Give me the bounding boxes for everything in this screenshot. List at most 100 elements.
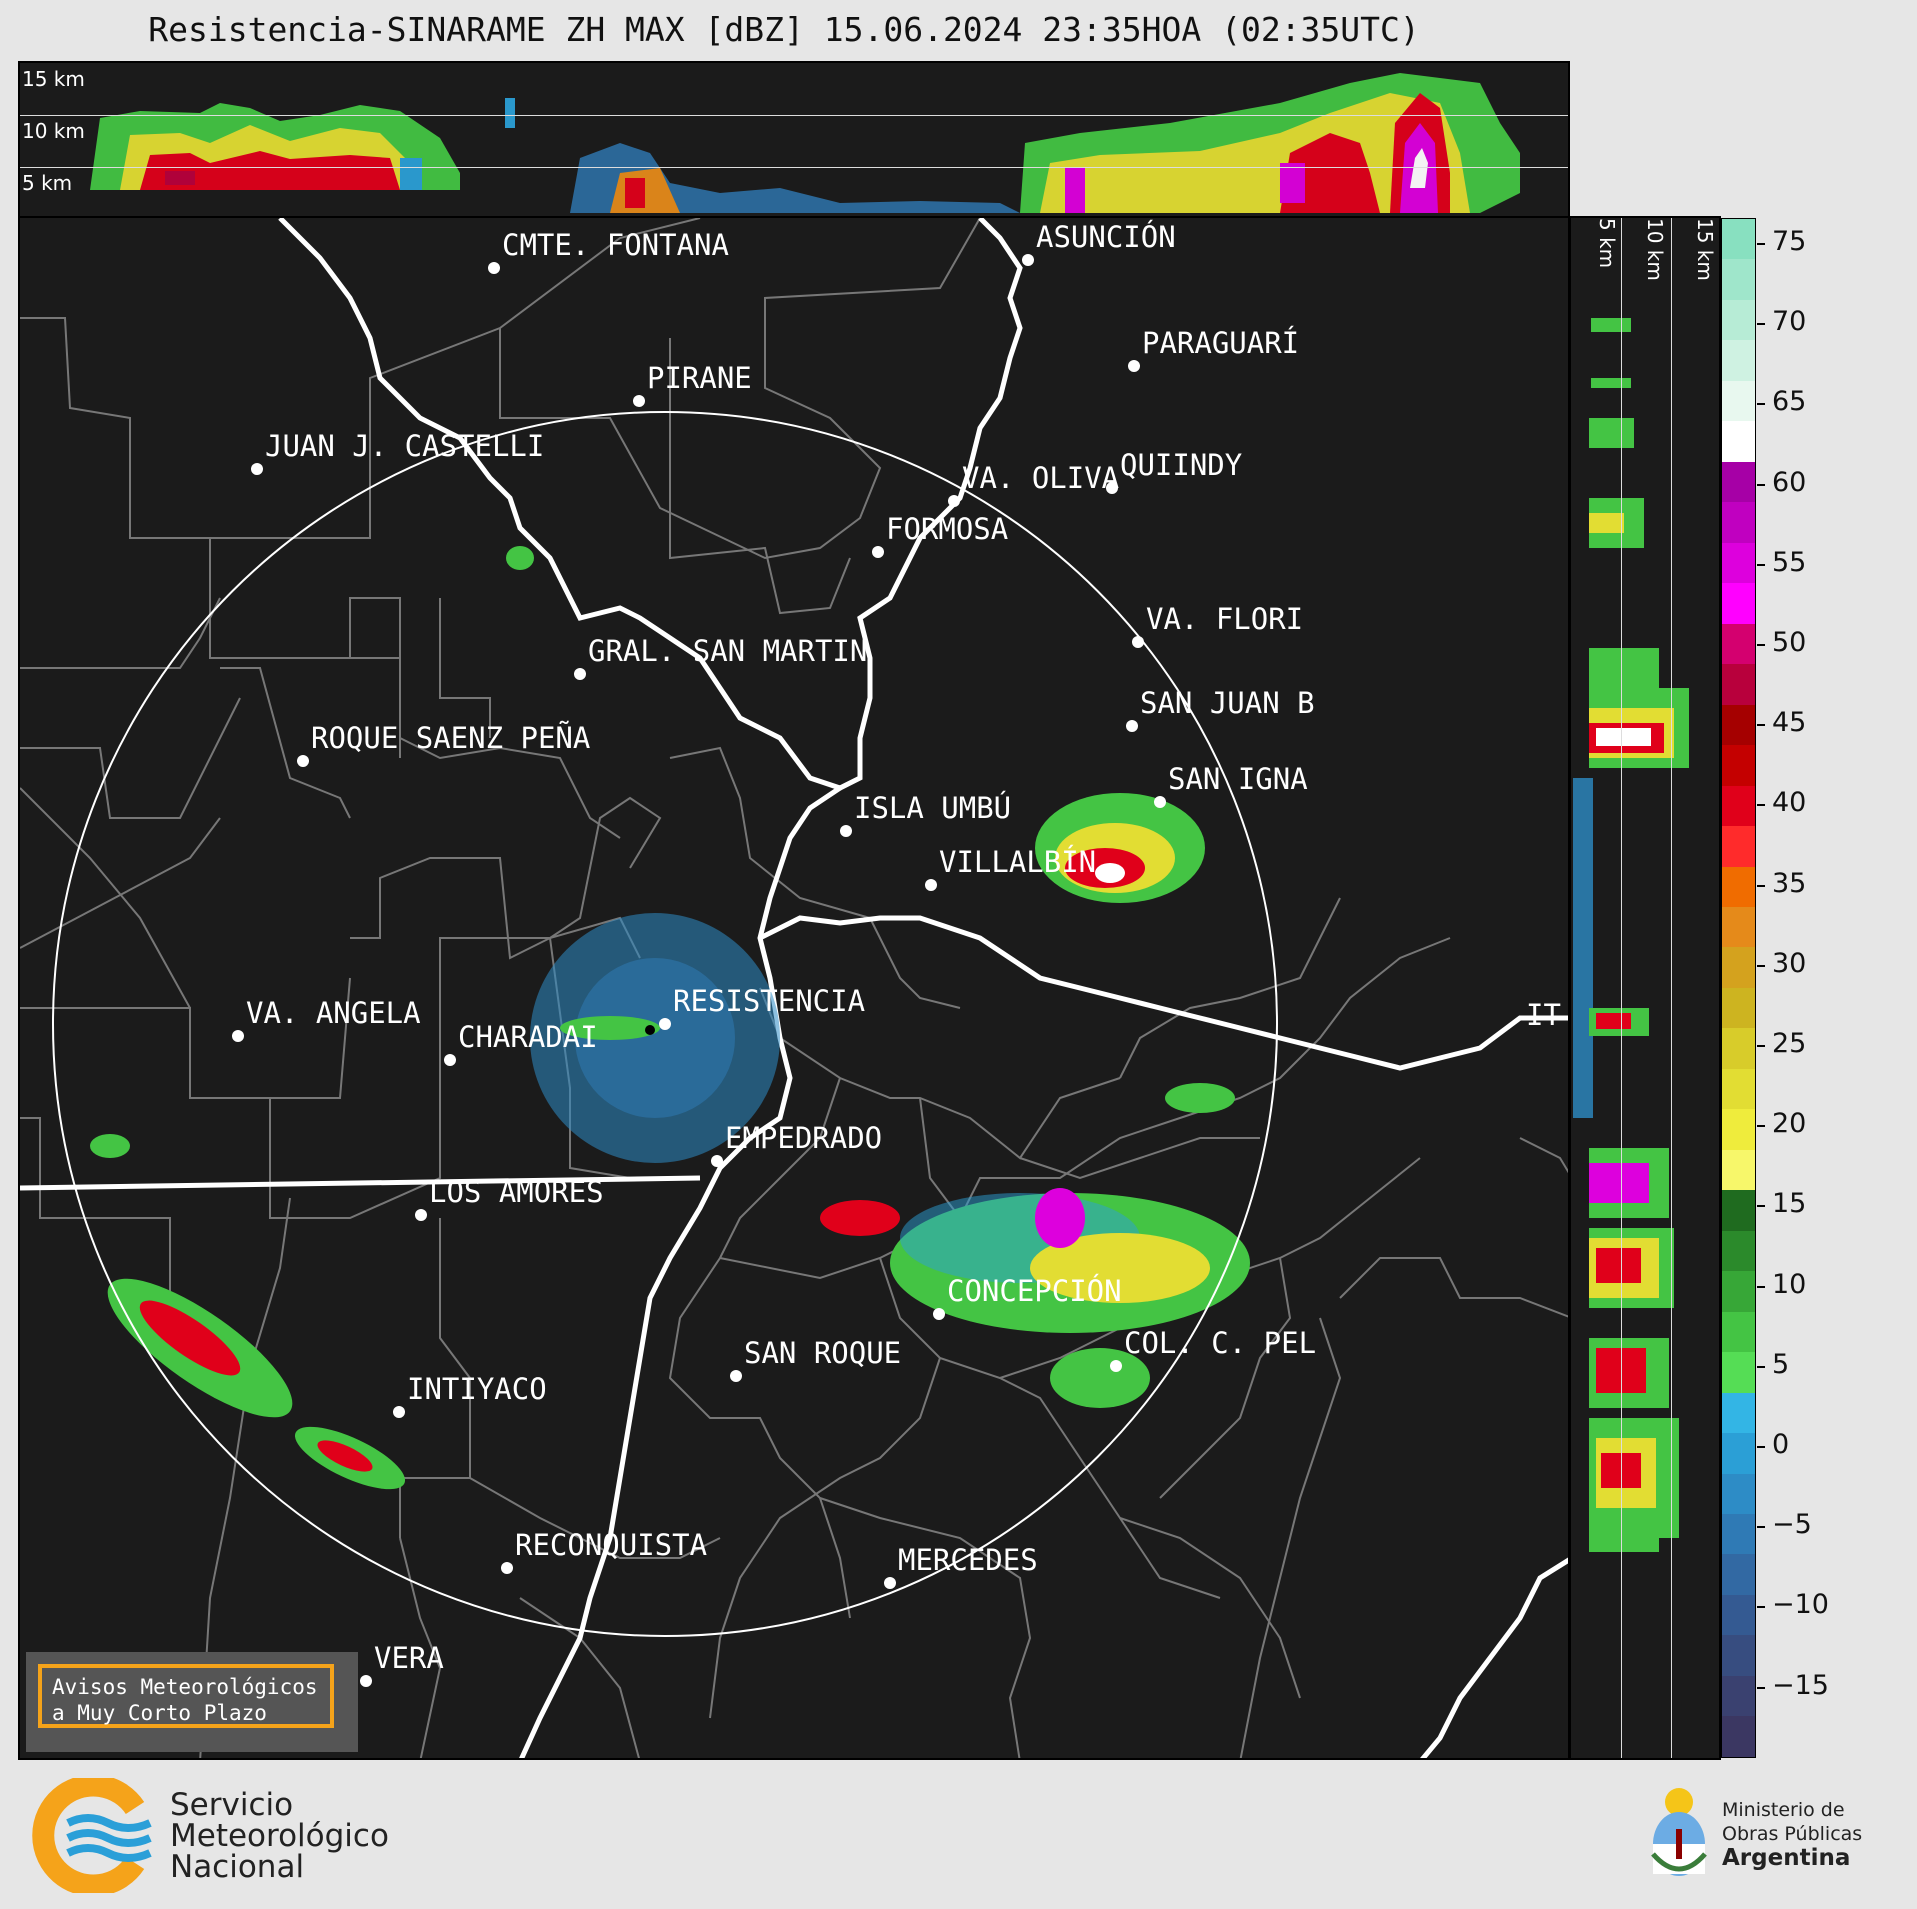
city-label: JUAN J. CASTELLI <box>265 429 545 463</box>
colorbar-segment <box>1722 583 1755 624</box>
city-label: ASUNCIÓN <box>1036 220 1176 254</box>
colorbar-tick-label: 50 <box>1772 627 1807 658</box>
colorbar-segment <box>1722 502 1755 543</box>
colorbar-tick <box>1757 563 1765 566</box>
colorbar-segment <box>1722 259 1755 300</box>
colorbar-segment <box>1722 1190 1755 1231</box>
colorbar-tick-label: 75 <box>1772 226 1807 257</box>
city-label: MERCEDES <box>898 1543 1038 1577</box>
height-line-10km <box>20 115 1568 116</box>
radar-map-panel: CMTE. FONTANA ASUNCIÓN PIRANE PARAGUARÍ … <box>18 216 1570 1760</box>
city-label: RECONQUISTA <box>515 1528 708 1562</box>
smn-logo-icon <box>32 1778 152 1893</box>
colorbar-tick <box>1757 884 1765 887</box>
colorbar-tick <box>1757 1686 1765 1689</box>
colorbar-segment <box>1722 299 1755 341</box>
colorbar-segment <box>1722 340 1755 381</box>
city-label: INTIYACO <box>407 1372 547 1406</box>
colorbar-segment <box>1722 1028 1755 1069</box>
colorbar-segment <box>1722 1068 1755 1110</box>
ministry-line-2: Obras Públicas <box>1722 1823 1863 1845</box>
profile-echoes-top <box>90 73 1520 213</box>
colorbar-tick-label: 30 <box>1772 947 1807 979</box>
height-label-5km: 5 km <box>22 171 73 195</box>
colorbar-tick <box>1757 1446 1765 1448</box>
smn-name: Servicio Meteorológico Nacional <box>170 1790 389 1883</box>
notice-line-2: a Muy Corto Plazo <box>52 1701 267 1725</box>
radar-echoes <box>90 546 1250 1490</box>
colorbar-tick-label: 0 <box>1772 1429 1790 1460</box>
argentina-coat-of-arms-icon <box>1651 1788 1707 1876</box>
colorbar-segment <box>1722 380 1755 422</box>
notice-frame: Avisos Meteorológicos a Muy Corto Plazo <box>38 1664 334 1728</box>
colorbar-tick <box>1757 1365 1765 1368</box>
ministry-name: Ministerio de Obras Públicas Argentina <box>1722 1798 1862 1870</box>
city-label: RESISTENCIA <box>673 984 866 1018</box>
height-line-10km-side <box>1671 218 1672 1758</box>
colorbar-segment <box>1722 906 1755 948</box>
colorbar-segment <box>1722 623 1755 665</box>
notice-box: Avisos Meteorológicos a Muy Corto Plazo <box>26 1652 358 1752</box>
colorbar-tick-label: −5 <box>1772 1509 1812 1541</box>
colorbar-tick <box>1757 1526 1765 1529</box>
colorbar-tick <box>1757 1285 1765 1288</box>
height-line-5km <box>20 167 1568 168</box>
city-markers <box>232 254 1166 1687</box>
colorbar-tick-label: 65 <box>1772 386 1807 418</box>
colorbar-segment <box>1722 785 1755 827</box>
colorbar-segment <box>1722 1271 1755 1312</box>
colorbar-segment <box>1722 866 1755 907</box>
city-label: VA. FLORI <box>1146 602 1304 636</box>
colorbar-segment <box>1722 1594 1755 1636</box>
city-label: LOS AMORES <box>429 1175 604 1209</box>
east-west-profile-panel: 5 km 10 km 15 km <box>1569 216 1721 1760</box>
colorbar-tick-label: 60 <box>1772 466 1807 498</box>
colorbar-tick <box>1757 644 1765 646</box>
colorbar-segment <box>1722 1352 1755 1393</box>
colorbar-tick-label: 25 <box>1772 1028 1807 1059</box>
colorbar-tick-label: 40 <box>1772 787 1807 819</box>
city-label: VILLALBÍN <box>939 845 1097 879</box>
city-label: CMTE. FONTANA <box>502 228 729 262</box>
colorbar-segment <box>1722 1109 1755 1150</box>
city-label: VERA <box>374 1641 444 1675</box>
colorbar-segment <box>1722 745 1755 786</box>
city-label: IT <box>1526 998 1561 1032</box>
radar-site-marker <box>645 1025 655 1035</box>
height-label-10km: 10 km <box>22 119 85 143</box>
ministry-line-3: Argentina <box>1722 1845 1851 1871</box>
colorbar-segment <box>1722 664 1755 705</box>
side-height-label-15km: 15 km <box>1693 218 1717 281</box>
side-height-label-5km: 5 km <box>1595 218 1619 269</box>
city-label: VA. OLIVA <box>962 461 1120 495</box>
notice-line-1: Avisos Meteorológicos <box>52 1675 318 1699</box>
city-label: ROQUE SAENZ PEÑA <box>311 721 591 755</box>
colorbar-segment <box>1722 947 1755 988</box>
city-label: PIRANE <box>647 361 752 395</box>
smn-line-2: Meteorológico <box>170 1818 389 1854</box>
colorbar-tick <box>1757 243 1765 245</box>
colorbar-segment <box>1722 1554 1755 1595</box>
colorbar-tick-label: 55 <box>1772 546 1807 578</box>
height-label-15km: 15 km <box>22 67 85 91</box>
colorbar-tick <box>1757 724 1765 727</box>
city-label: CONCEPCIÓN <box>947 1274 1122 1308</box>
colorbar-segment <box>1722 826 1755 867</box>
colorbar-segment <box>1722 219 1755 260</box>
colorbar-tick-label: 15 <box>1772 1188 1807 1220</box>
colorbar-segment <box>1722 1716 1755 1757</box>
city-label: EMPEDRADO <box>725 1121 883 1155</box>
colorbar-tick <box>1757 804 1765 807</box>
colorbar-segment <box>1722 542 1755 584</box>
colorbar-tick <box>1757 1125 1765 1128</box>
smn-line-3: Nacional <box>170 1849 305 1885</box>
colorbar-segment <box>1722 704 1755 746</box>
smn-line-1: Servicio <box>170 1787 294 1823</box>
colorbar-segment <box>1722 1514 1755 1555</box>
rivers <box>20 218 1568 1758</box>
range-ring <box>52 411 1278 1637</box>
colorbar-tick-label: 10 <box>1772 1268 1807 1300</box>
radar-map-graphics <box>20 218 1568 1758</box>
dbz-colorbar <box>1721 218 1756 1758</box>
colorbar-tick <box>1757 1606 1765 1609</box>
